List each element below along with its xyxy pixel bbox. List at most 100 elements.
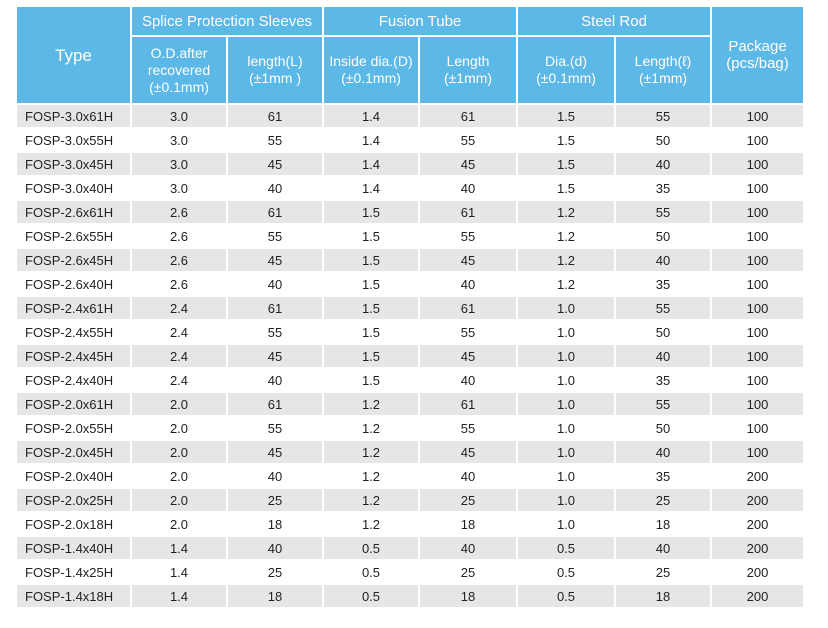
cell: 40 — [614, 151, 712, 177]
cell: 1.4 — [130, 559, 228, 585]
cell: 2.6 — [130, 223, 228, 249]
cell: 45 — [226, 247, 324, 273]
cell: 35 — [614, 463, 712, 489]
cell: 1.0 — [516, 415, 616, 441]
cell: 200 — [710, 583, 805, 609]
type-header: Type — [15, 5, 132, 105]
cell: 1.2 — [322, 463, 420, 489]
cell: 55 — [418, 223, 518, 249]
cell: 2.0 — [130, 487, 228, 513]
cell: 40 — [418, 535, 518, 561]
cell: 1.5 — [322, 247, 420, 273]
cell: 35 — [614, 367, 712, 393]
cell: 1.4 — [322, 103, 420, 129]
cell: 1.2 — [322, 439, 420, 465]
cell: 100 — [710, 199, 805, 225]
cell: 1.2 — [322, 391, 420, 417]
cell: 1.5 — [322, 319, 420, 345]
header-line: (±0.1mm) — [149, 78, 209, 95]
cell: 55 — [226, 223, 324, 249]
cell: 25 — [614, 559, 712, 585]
table-row: FOSP-2.6x45H 2.6 45 1.5 45 1.2 40 100 — [15, 247, 805, 273]
column-header: O.D.after recovered (±0.1mm) — [130, 35, 228, 105]
cell: 40 — [226, 463, 324, 489]
cell: 2.4 — [130, 367, 228, 393]
table-row: FOSP-2.4x45H 2.4 45 1.5 45 1.0 40 100 — [15, 343, 805, 369]
spec-table: Type Splice Protection Sleeves Fusion Tube… — [15, 5, 805, 609]
cell: 0.5 — [322, 535, 420, 561]
cell: 200 — [710, 487, 805, 513]
column-header: Length(ℓ) (±1mm) — [614, 35, 712, 105]
cell: 61 — [226, 199, 324, 225]
header-line: Package — [728, 38, 787, 55]
cell: 2.6 — [130, 199, 228, 225]
cell: 100 — [710, 175, 805, 201]
cell: 55 — [418, 319, 518, 345]
table-row: FOSP-3.0x61H 3.0 61 1.4 61 1.5 55 100 — [15, 103, 805, 129]
cell: 2.0 — [130, 391, 228, 417]
cell: 0.5 — [516, 535, 616, 561]
header-line: (±1mm) — [638, 70, 688, 86]
header-line: (±0.1mm) — [341, 70, 401, 86]
type-cell: FOSP-2.0x61H — [15, 391, 132, 417]
header-line: recovered — [147, 61, 211, 78]
cell: 0.5 — [322, 559, 420, 585]
type-cell: FOSP-1.4x40H — [15, 535, 132, 561]
cell: 40 — [226, 367, 324, 393]
table-body: FOSP-3.0x61H 3.0 61 1.4 61 1.5 55 100 FOSP-3.0x5… — [15, 103, 805, 609]
cell: 100 — [710, 151, 805, 177]
cell: 61 — [226, 103, 324, 129]
cell: 45 — [418, 247, 518, 273]
cell: 100 — [710, 391, 805, 417]
cell: 2.4 — [130, 295, 228, 321]
cell: 40 — [418, 367, 518, 393]
cell: 1.5 — [516, 103, 616, 129]
table-row: FOSP-2.6x55H 2.6 55 1.5 55 1.2 50 100 — [15, 223, 805, 249]
type-cell: FOSP-2.6x55H — [15, 223, 132, 249]
cell: 40 — [614, 535, 712, 561]
cell: 18 — [614, 583, 712, 609]
cell: 1.0 — [516, 367, 616, 393]
table-row: FOSP-1.4x40H 1.4 40 0.5 40 0.5 40 200 — [15, 535, 805, 561]
type-cell: FOSP-2.4x61H — [15, 295, 132, 321]
header-row: Type Splice Protection Sleeves Fusion Tube… — [15, 5, 805, 105]
type-cell: FOSP-2.4x45H — [15, 343, 132, 369]
header-line: (±0.1mm) — [536, 70, 596, 86]
table-head: Type Splice Protection Sleeves Fusion Tube… — [15, 5, 805, 105]
type-cell: FOSP-2.0x45H — [15, 439, 132, 465]
cell: 3.0 — [130, 151, 228, 177]
header-line: Inside dia.(D) — [329, 53, 413, 69]
cell: 50 — [614, 319, 712, 345]
cell: 1.0 — [516, 295, 616, 321]
cell: 45 — [418, 343, 518, 369]
cell: 2.4 — [130, 343, 228, 369]
table-row: FOSP-2.6x61H 2.6 61 1.5 61 1.2 55 100 — [15, 199, 805, 225]
cell: 55 — [226, 127, 324, 153]
cell: 35 — [614, 175, 712, 201]
cell: 100 — [710, 127, 805, 153]
cell: 200 — [710, 559, 805, 585]
type-cell: FOSP-2.0x25H — [15, 487, 132, 513]
table-wrap: Type Splice Protection Sleeves Fusion Tube… — [15, 5, 805, 609]
table-row: FOSP-1.4x25H 1.4 25 0.5 25 0.5 25 200 — [15, 559, 805, 585]
cell: 40 — [226, 271, 324, 297]
cell: 50 — [614, 415, 712, 441]
header-line: (±1mm) — [443, 70, 493, 86]
cell: 100 — [710, 415, 805, 441]
table-row: FOSP-2.4x40H 2.4 40 1.5 40 1.0 35 100 — [15, 367, 805, 393]
column-header: Dia.(d) (±0.1mm) — [516, 35, 616, 105]
type-cell: FOSP-2.0x55H — [15, 415, 132, 441]
cell: 45 — [226, 343, 324, 369]
cell: 25 — [226, 559, 324, 585]
cell: 2.4 — [130, 319, 228, 345]
cell: 3.0 — [130, 175, 228, 201]
cell: 40 — [226, 535, 324, 561]
cell: 0.5 — [322, 583, 420, 609]
cell: 50 — [614, 223, 712, 249]
cell: 18 — [226, 511, 324, 537]
cell: 1.0 — [516, 439, 616, 465]
cell: 100 — [710, 319, 805, 345]
type-cell: FOSP-3.0x61H — [15, 103, 132, 129]
cell: 25 — [226, 487, 324, 513]
table-row: FOSP-2.4x61H 2.4 61 1.5 61 1.0 55 100 — [15, 295, 805, 321]
